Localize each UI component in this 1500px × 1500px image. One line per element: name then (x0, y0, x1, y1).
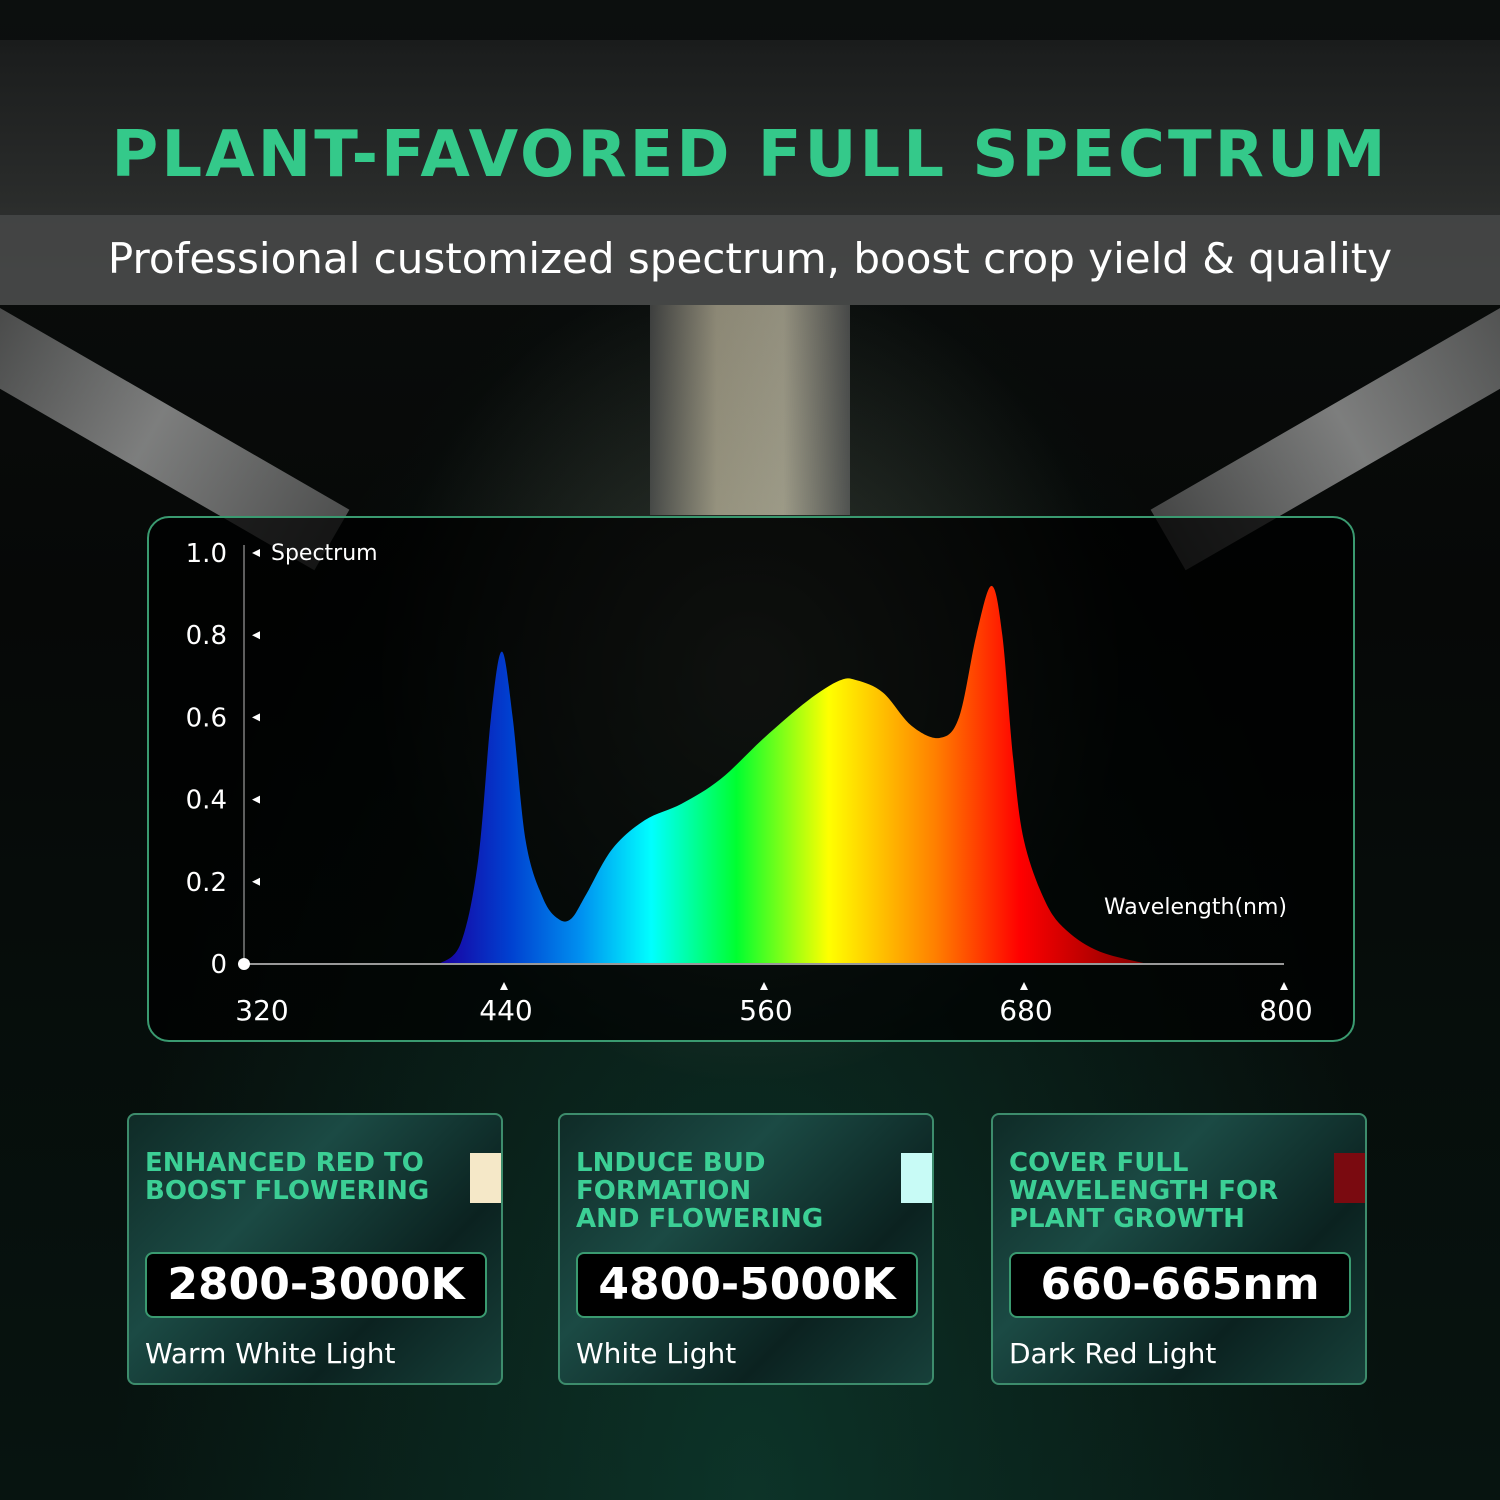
x-tick-label: 440 (479, 994, 532, 1027)
color-swatch (1334, 1153, 1365, 1203)
card-value: 4800-5000K (576, 1252, 918, 1318)
y-tick-label: 1.0 (186, 539, 227, 569)
y-tick-label: 0.8 (186, 621, 227, 651)
light-fixture-center (650, 305, 850, 515)
spectrum-chart: 0 0.2 0.4 0.6 0.8 1.0 320 440 560 680 800 Spectrum W… (147, 516, 1355, 1042)
y-tick-marker (252, 795, 260, 804)
card-label: White Light (576, 1337, 737, 1370)
spectrum-area (439, 585, 1148, 964)
y-tick-label: 0.2 (186, 868, 227, 898)
card-value: 660-665nm (1009, 1252, 1351, 1318)
card-heading-line: AND FLOWERING (576, 1204, 824, 1234)
color-swatch (901, 1153, 932, 1203)
axis-origin-dot (238, 958, 250, 970)
card-heading-line: ENHANCED RED TO (145, 1148, 424, 1178)
y-tick-label: 0 (210, 950, 227, 980)
feature-card: LNDUCE BUD FORMATION AND FLOWERING 4800-… (558, 1113, 934, 1385)
card-heading-line: COVER FULL (1009, 1148, 1189, 1178)
spectrum-chart-svg: 0 0.2 0.4 0.6 0.8 1.0 320 440 560 680 800 Spectrum W… (186, 539, 1313, 1027)
feature-card: COVER FULL WAVELENGTH FOR PLANT GROWTH 6… (991, 1113, 1367, 1385)
y-tick-label: 0.4 (186, 786, 227, 816)
y-axis-label: Spectrum (271, 541, 378, 566)
color-swatch (470, 1153, 501, 1203)
card-heading: COVER FULL WAVELENGTH FOR PLANT GROWTH (1009, 1149, 1329, 1233)
x-tick-marker (500, 982, 508, 990)
card-heading-line: WAVELENGTH FOR (1009, 1176, 1279, 1206)
x-tick-marker (1280, 982, 1288, 990)
y-tick-marker (252, 713, 260, 722)
x-tick-label: 680 (999, 994, 1052, 1027)
subtitle-band (0, 215, 1500, 305)
card-heading-line: BOOST FLOWERING (145, 1176, 430, 1206)
y-tick-marker (252, 877, 260, 886)
x-tick-label: 800 (1259, 994, 1312, 1027)
card-value: 2800-3000K (145, 1252, 487, 1318)
card-label: Dark Red Light (1009, 1337, 1217, 1370)
card-heading-line: LNDUCE BUD (576, 1148, 766, 1178)
y-tick-marker (252, 549, 260, 557)
x-tick-label: 560 (739, 994, 792, 1027)
x-axis-label: Wavelength(nm) (1104, 895, 1287, 920)
card-heading-line: PLANT GROWTH (1009, 1204, 1245, 1234)
y-tick-label: 0.6 (186, 703, 227, 733)
y-tick-marker (252, 631, 260, 640)
feature-card: ENHANCED RED TO BOOST FLOWERING 2800-300… (127, 1113, 503, 1385)
card-heading: ENHANCED RED TO BOOST FLOWERING (145, 1149, 465, 1205)
page-subtitle: Professional customized spectrum, boost … (107, 234, 1393, 283)
card-heading-line: FORMATION (576, 1176, 752, 1206)
x-tick-label: 320 (235, 994, 288, 1027)
x-tick-marker (760, 982, 768, 990)
card-label: Warm White Light (145, 1337, 396, 1370)
page-title: PLANT-FAVORED FULL SPECTRUM (111, 118, 1389, 192)
card-heading: LNDUCE BUD FORMATION AND FLOWERING (576, 1149, 896, 1233)
x-tick-marker (1020, 982, 1028, 990)
